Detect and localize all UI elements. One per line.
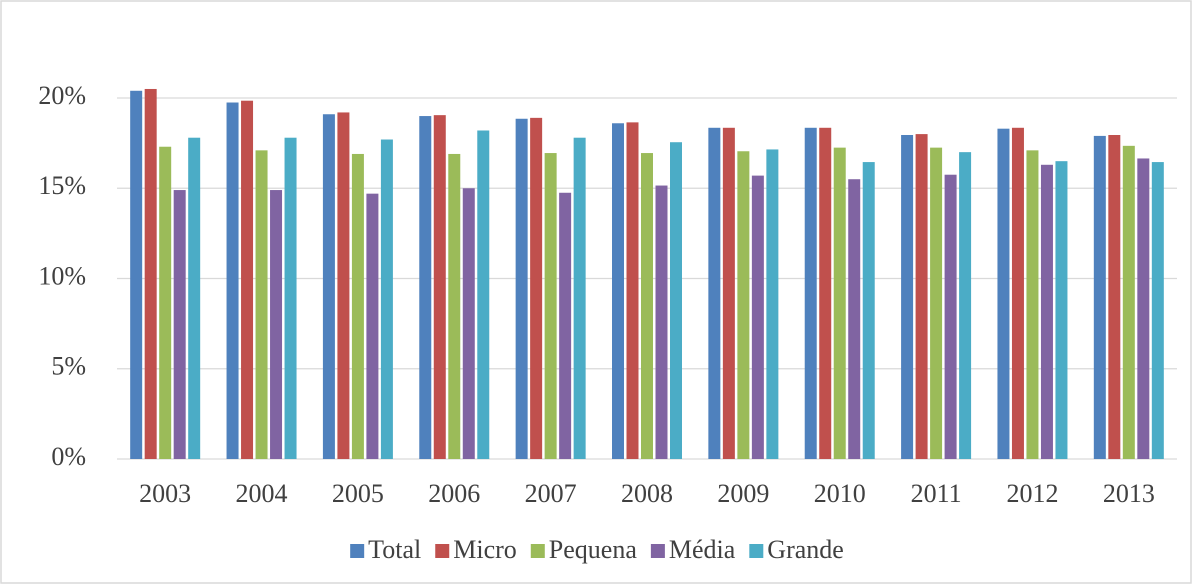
bar bbox=[737, 151, 750, 459]
bar bbox=[573, 137, 586, 459]
bar bbox=[477, 130, 490, 460]
bar bbox=[530, 117, 543, 459]
bar bbox=[708, 127, 721, 459]
legend-label: Micro bbox=[453, 535, 517, 564]
x-tick-label: 2006 bbox=[428, 479, 480, 508]
bar bbox=[1055, 161, 1068, 460]
bar bbox=[173, 190, 186, 459]
bar bbox=[670, 142, 682, 459]
legend-swatch bbox=[530, 544, 545, 558]
bar bbox=[322, 114, 335, 460]
bar bbox=[241, 100, 254, 460]
bar bbox=[930, 147, 943, 459]
y-tick-label: 5% bbox=[51, 352, 86, 381]
bar bbox=[722, 127, 735, 459]
bar bbox=[944, 174, 957, 459]
bar bbox=[130, 90, 143, 459]
x-tick-label: 2008 bbox=[621, 479, 673, 508]
legend-swatch bbox=[650, 544, 665, 558]
bar bbox=[848, 179, 861, 459]
x-tick-label: 2007 bbox=[525, 479, 577, 508]
bar bbox=[515, 118, 528, 459]
bar bbox=[1040, 164, 1053, 459]
legend-label: Pequena bbox=[549, 535, 638, 564]
bar bbox=[959, 152, 972, 459]
x-tick-label: 2005 bbox=[332, 479, 384, 508]
bar bbox=[915, 134, 928, 459]
bar bbox=[997, 128, 1010, 459]
bar bbox=[1151, 162, 1164, 459]
bar bbox=[351, 153, 364, 459]
bar bbox=[462, 188, 475, 459]
bar bbox=[626, 122, 639, 460]
bar bbox=[559, 192, 572, 459]
bar bbox=[655, 185, 668, 460]
x-tick-label: 2012 bbox=[1006, 479, 1058, 508]
x-tick-label: 2010 bbox=[814, 479, 866, 508]
bar bbox=[1122, 145, 1135, 459]
bar bbox=[901, 135, 914, 459]
x-tick-label: 2011 bbox=[911, 479, 962, 508]
bar bbox=[641, 153, 653, 460]
bar bbox=[419, 116, 432, 460]
y-tick-label: 10% bbox=[38, 261, 86, 290]
bar bbox=[1108, 135, 1121, 459]
bar bbox=[804, 127, 817, 459]
bar bbox=[284, 137, 297, 459]
bar bbox=[766, 149, 779, 459]
bar bbox=[751, 175, 764, 460]
bar bbox=[433, 115, 446, 460]
x-tick-label: 2003 bbox=[139, 479, 191, 508]
y-tick-label: 0% bbox=[51, 442, 86, 471]
legend-swatch bbox=[749, 544, 764, 558]
bar bbox=[188, 137, 201, 459]
legend-swatch bbox=[435, 544, 450, 558]
bar bbox=[380, 139, 393, 459]
bar bbox=[1137, 158, 1150, 459]
legend-label: Total bbox=[368, 535, 421, 564]
legend-swatch bbox=[350, 544, 365, 558]
bar bbox=[255, 150, 268, 459]
y-tick-label: 20% bbox=[38, 81, 86, 110]
bar bbox=[144, 88, 157, 459]
bar bbox=[366, 193, 379, 460]
bar bbox=[833, 147, 846, 459]
legend-label: Média bbox=[669, 535, 736, 564]
bar bbox=[226, 102, 239, 459]
bar bbox=[1026, 150, 1039, 459]
x-tick-label: 2013 bbox=[1103, 479, 1155, 508]
bar bbox=[448, 153, 461, 459]
legend-label: Grande bbox=[767, 535, 844, 564]
bar bbox=[337, 112, 350, 459]
bar bbox=[1093, 135, 1106, 459]
x-tick-label: 2004 bbox=[236, 479, 288, 508]
y-tick-label: 15% bbox=[38, 171, 86, 200]
bar bbox=[544, 153, 557, 460]
bar bbox=[862, 162, 875, 459]
x-tick-label: 2009 bbox=[717, 479, 769, 508]
bar bbox=[1011, 127, 1024, 459]
bar bbox=[270, 190, 283, 459]
bar bbox=[819, 127, 832, 459]
bar bbox=[159, 146, 172, 460]
bar bbox=[612, 123, 624, 460]
